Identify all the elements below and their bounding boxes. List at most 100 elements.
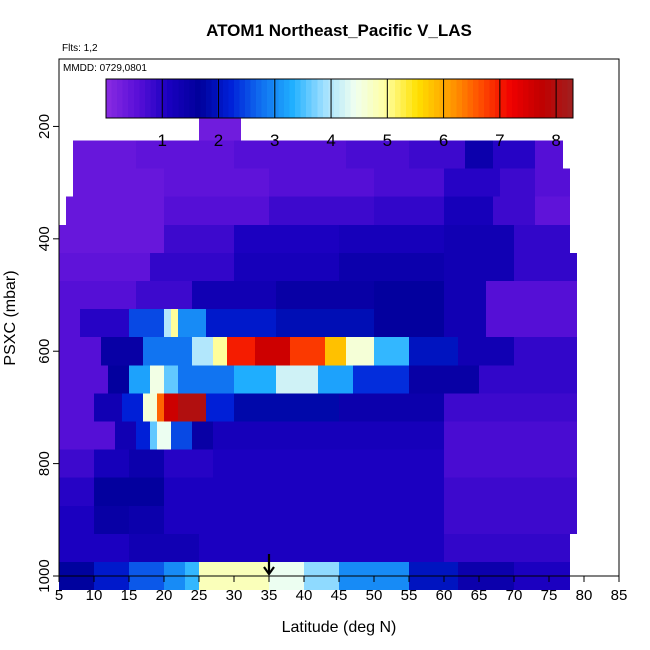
colorbar-strip bbox=[156, 79, 162, 118]
colorbar-strip bbox=[372, 79, 379, 118]
colorbar-strip bbox=[122, 79, 129, 118]
heatmap-cell bbox=[157, 421, 171, 450]
x-tick-label: 30 bbox=[226, 587, 243, 604]
heatmap-cell bbox=[80, 309, 129, 338]
heatmap-cell bbox=[192, 337, 213, 366]
y-tick-label: 800 bbox=[36, 451, 53, 476]
colorbar-strip bbox=[395, 79, 402, 118]
heatmap-cell bbox=[339, 252, 444, 281]
heatmap-cell bbox=[136, 281, 192, 310]
colorbar-strip bbox=[556, 79, 563, 118]
heatmap-cell bbox=[129, 309, 164, 338]
heatmap-cell bbox=[465, 140, 493, 169]
x-tick-label: 25 bbox=[191, 587, 208, 604]
colorbar-strip bbox=[172, 79, 179, 118]
heatmap-cell bbox=[164, 224, 234, 253]
latitude-marker-arrow bbox=[263, 554, 275, 576]
heatmap-cell bbox=[164, 505, 234, 534]
heatmap-cell bbox=[206, 393, 234, 422]
x-tick-label: 20 bbox=[156, 587, 173, 604]
heatmap-cell bbox=[444, 196, 493, 225]
heatmap-cell bbox=[136, 140, 234, 169]
heatmap-cell bbox=[164, 309, 171, 338]
heatmap-cell bbox=[493, 140, 535, 169]
colorbar-strip bbox=[406, 79, 413, 118]
colorbar-tick-label: 6 bbox=[439, 131, 448, 150]
heatmap-cell bbox=[164, 449, 213, 478]
heatmap-cell bbox=[290, 337, 325, 366]
x-tick-label: 60 bbox=[436, 587, 453, 604]
heatmap-cell bbox=[73, 140, 136, 169]
heatmap-cell bbox=[129, 365, 150, 394]
colorbar-strip bbox=[517, 79, 524, 118]
colorbar-strip bbox=[484, 79, 491, 118]
heatmap-cell bbox=[269, 196, 374, 225]
heatmap-cell bbox=[276, 281, 374, 310]
colorbar-strip bbox=[322, 79, 329, 118]
heatmap-cell bbox=[59, 252, 150, 281]
heatmap-cell bbox=[122, 393, 143, 422]
heatmap-cell bbox=[192, 421, 213, 450]
colorbar-strip bbox=[422, 79, 429, 118]
heatmap-cell bbox=[318, 365, 353, 394]
colorbar-frame bbox=[105, 78, 574, 119]
colorbar-strip bbox=[489, 79, 496, 118]
x-tick-label: 5 bbox=[55, 587, 63, 604]
heatmap-cell bbox=[234, 393, 339, 422]
x-tick-label: 15 bbox=[121, 587, 138, 604]
colorbar-strip bbox=[256, 79, 263, 118]
heatmap-cell bbox=[493, 196, 535, 225]
colorbar-strip bbox=[461, 79, 468, 118]
colorbar-strip bbox=[345, 79, 352, 118]
heatmap-cell bbox=[346, 140, 409, 169]
colorbar-strip bbox=[133, 79, 140, 118]
x-axis: 5 10 15 20 25 30 35 40 45 50 55 60 65 70 75 80 85 bbox=[55, 576, 628, 604]
colorbar-strip bbox=[456, 79, 463, 118]
heatmap-cell bbox=[213, 477, 444, 506]
colorbar-strip bbox=[478, 79, 485, 118]
colorbar-strip bbox=[167, 79, 174, 118]
colorbar-strip bbox=[128, 79, 135, 118]
heatmap-cell bbox=[234, 224, 339, 253]
heatmap-cell bbox=[444, 421, 577, 450]
colorbar-strip bbox=[445, 79, 452, 118]
colorbar-tick-label: 5 bbox=[383, 131, 392, 150]
heatmap-cell bbox=[108, 365, 129, 394]
heatmap-cell bbox=[444, 309, 486, 338]
colorbar-strip bbox=[339, 79, 346, 118]
chart-title: ATOM1 Northeast_Pacific V_LAS bbox=[206, 21, 472, 40]
x-tick-label: 85 bbox=[611, 587, 628, 604]
heatmap-cell bbox=[94, 477, 129, 506]
colorbar-strip bbox=[528, 79, 535, 118]
colorbar-strip bbox=[400, 79, 407, 118]
colorbar-tick-label: 4 bbox=[326, 131, 335, 150]
heatmap-cell bbox=[178, 365, 234, 394]
heatmap-cell bbox=[136, 421, 150, 450]
colorbar-strip bbox=[567, 79, 574, 118]
x-tick-label: 10 bbox=[86, 587, 103, 604]
colorbar: 1 2 3 4 5 6 7 8 bbox=[105, 78, 574, 150]
colorbar-strip bbox=[306, 79, 313, 118]
colorbar-strip bbox=[217, 79, 224, 118]
heatmap-cell bbox=[269, 168, 374, 197]
heatmap-cell bbox=[164, 196, 269, 225]
colorbar-strip bbox=[289, 79, 296, 118]
colorbar-strip bbox=[200, 79, 207, 118]
colorbar-tick-label: 7 bbox=[495, 131, 504, 150]
colorbar-strip bbox=[561, 79, 568, 118]
colorbar-strip bbox=[139, 79, 146, 118]
x-tick-label: 55 bbox=[401, 587, 418, 604]
heatmap-cell bbox=[59, 477, 94, 506]
colorbar-strip bbox=[278, 79, 285, 118]
heatmap-cell bbox=[409, 140, 465, 169]
heatmap-cell bbox=[500, 168, 535, 197]
colorbar-strip bbox=[539, 79, 546, 118]
heatmap-cell bbox=[374, 309, 444, 338]
heatmap-cell bbox=[514, 337, 577, 366]
flights-label: Flts: 1,2 bbox=[62, 43, 98, 54]
y-tick-label: 200 bbox=[36, 114, 53, 139]
heatmap-cell bbox=[227, 337, 255, 366]
heatmap-cell bbox=[59, 505, 94, 534]
heatmap-cell bbox=[94, 393, 122, 422]
heatmap-cell bbox=[444, 168, 500, 197]
